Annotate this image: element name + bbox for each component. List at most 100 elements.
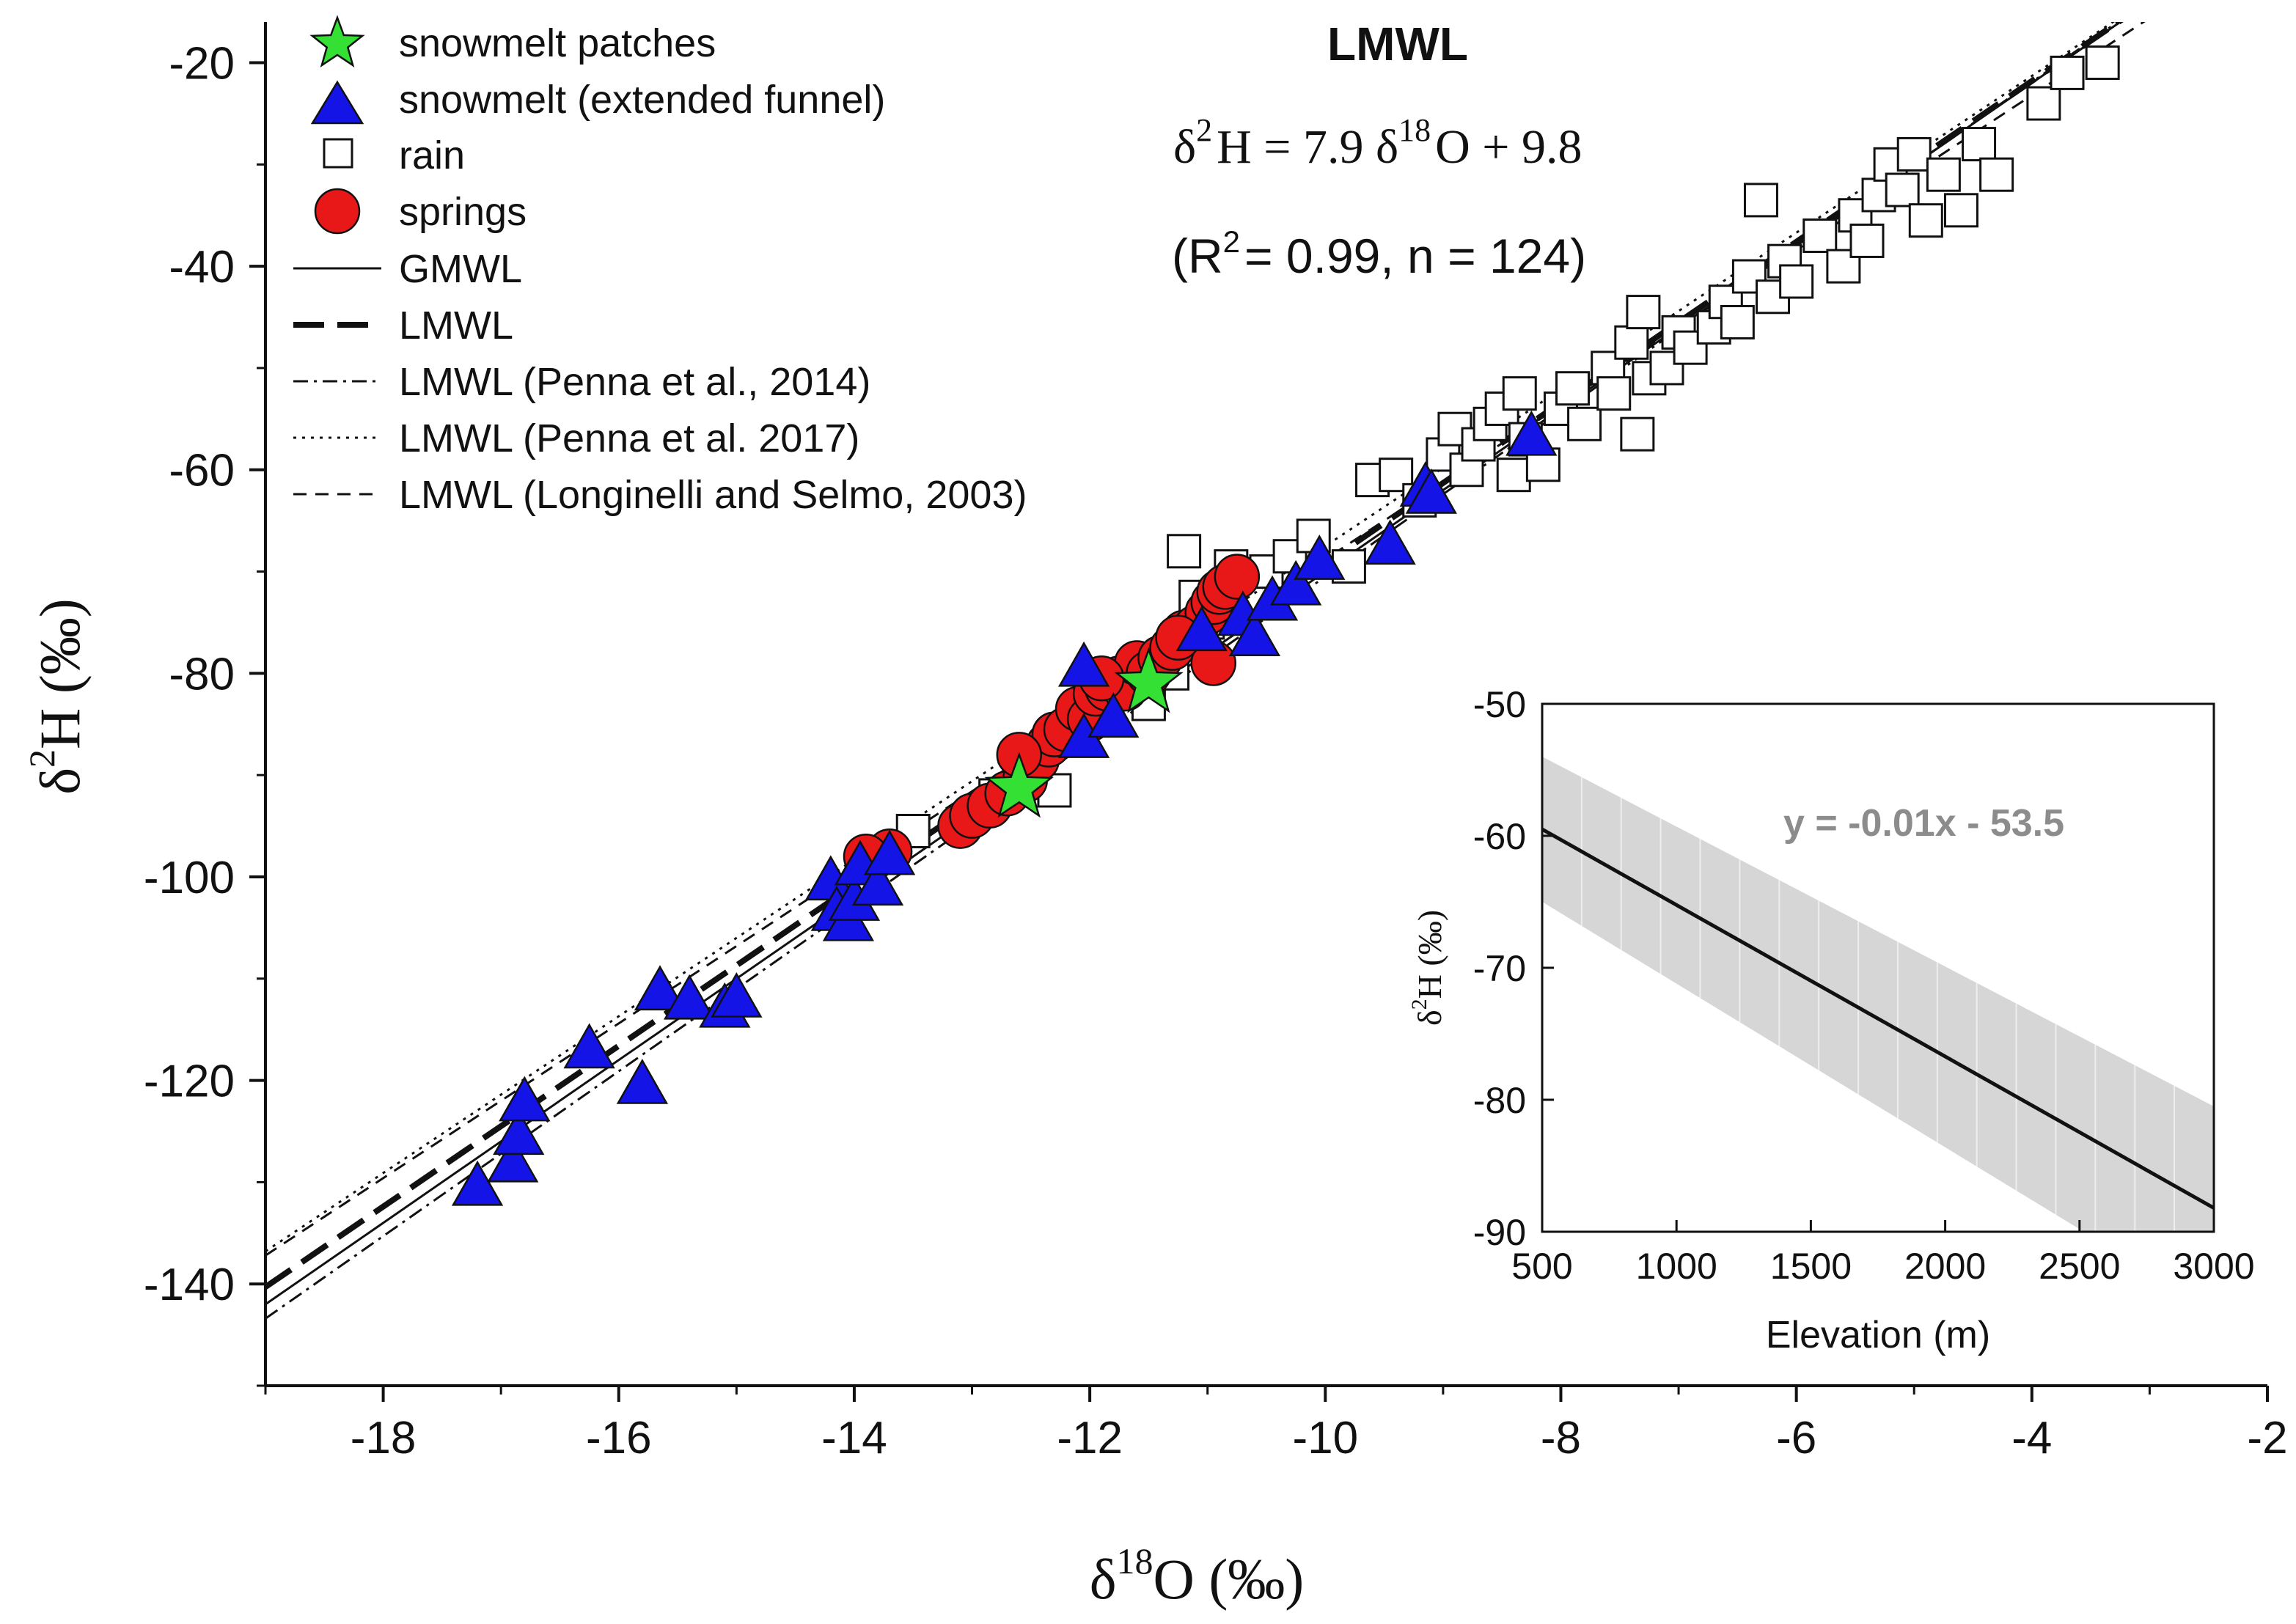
y-tick-label: -120	[144, 1057, 235, 1107]
stats-sup: 2	[1223, 224, 1240, 259]
snowmelt-funnel-point	[1269, 559, 1322, 606]
legend-square-marker	[323, 138, 353, 169]
x-tick-label: -10	[1292, 1413, 1358, 1463]
inset-x-tick-label: 500	[1511, 1246, 1572, 1287]
rain-point	[1567, 406, 1602, 441]
legend-label-longinelli: LMWL (Longinelli and Selmo, 2003)	[399, 473, 1027, 517]
x-tick-label: -2	[2247, 1413, 2287, 1463]
legend-entry-snowmelt-patches: snowmelt patches	[309, 15, 716, 68]
rain-point	[1943, 193, 1978, 228]
y-tick-label: -140	[144, 1260, 235, 1310]
y-axis-label: δ2H (‰)	[21, 598, 92, 795]
rain-point	[1896, 136, 1932, 172]
x-axis-label-sup: 18	[1116, 1540, 1153, 1581]
y-tick-label: -20	[169, 39, 235, 89]
rain-point	[1496, 458, 1531, 493]
y-axis-label-sup: 2	[21, 749, 62, 768]
rain-point	[1555, 371, 1591, 406]
legend-label-lmwl: LMWL	[399, 304, 513, 348]
snowmelt-funnel-point	[487, 1136, 539, 1183]
y-axis-label-delta: δ	[28, 768, 92, 795]
spring-point	[1214, 554, 1261, 600]
snowmelt-funnel-point	[851, 860, 904, 906]
snowmelt-funnel-point	[1175, 606, 1228, 652]
rain-point	[1596, 376, 1632, 411]
y-axis-label-rest: H (‰)	[28, 598, 92, 749]
rain-point	[1626, 295, 1661, 330]
inset-regression-line-group	[1542, 827, 2214, 1210]
y-tick-label: -80	[169, 649, 235, 699]
snowmelt-funnel-point	[1057, 641, 1110, 687]
legend-label-penna-2014: LMWL (Penna et al., 2014)	[399, 360, 870, 404]
legend-label-springs: springs	[399, 190, 527, 234]
x-tick-label: -16	[586, 1413, 652, 1463]
y-tick-label: -40	[169, 242, 235, 293]
x-tick-label: -6	[1776, 1413, 1816, 1463]
rain-point	[1614, 325, 1649, 360]
equation-sup-18: 18	[1398, 112, 1431, 148]
snowmelt-funnel-point	[634, 965, 686, 1011]
inset-y-axis-label-rest: H (‰)	[1411, 910, 1448, 999]
inset-y-tick-label: -50	[1473, 684, 1526, 725]
legend-label-penna-2017: LMWL (Penna et al. 2017)	[399, 416, 859, 460]
inset-annotation: y = -0.01x - 53.5	[1783, 802, 2064, 845]
rain-point	[1962, 127, 1997, 162]
x-tick-label: -12	[1057, 1413, 1123, 1463]
legend-entry-penna-2014: LMWL (Penna et al., 2014)	[293, 360, 870, 404]
x-tick-label: -8	[1541, 1413, 1581, 1463]
snowmelt-funnel-point	[1505, 410, 1558, 456]
inset-y-tick-label: -80	[1473, 1080, 1526, 1121]
legend-star-marker	[309, 15, 365, 68]
main-axes: -18 -16 -14 -12 -10 -8 -6 -4 -2 -140 -120 -100 -80 -6…	[144, 22, 2288, 1463]
legend-label-rain: rain	[399, 133, 465, 177]
legend: snowmelt patches snowmelt (extended funn…	[293, 15, 1027, 517]
x-axis-label-rest: O (‰)	[1153, 1547, 1304, 1611]
x-axis-label: δ18O (‰)	[1090, 1540, 1305, 1611]
snowmelt-funnel-point	[863, 829, 916, 875]
inset-x-tick-label: 3000	[2173, 1246, 2254, 1287]
y-tick-label: -100	[144, 853, 235, 903]
inset-x-tick-label: 1000	[1636, 1246, 1717, 1287]
snowmelt-funnel-point	[616, 1058, 669, 1104]
inset-y-tick-label: -60	[1473, 816, 1526, 857]
legend-label-gmwl: GMWL	[399, 247, 522, 291]
legend-entry-springs: springs	[314, 188, 527, 235]
legend-entry-longinelli: LMWL (Longinelli and Selmo, 2003)	[293, 473, 1027, 517]
legend-entry-gmwl: GMWL	[293, 247, 522, 291]
rain-point	[1908, 203, 1943, 238]
rain-point	[1849, 223, 1885, 258]
inset-x-tick-label: 2500	[2039, 1246, 2120, 1287]
inset-axes: 500 1000 1500 2000 2500 3000 -50 -60 -70 -80 -90	[1473, 684, 2255, 1287]
rain-point	[1502, 376, 1537, 411]
rain-point	[1926, 157, 1961, 192]
inset-x-axis-label: Elevation (m)	[1766, 1314, 1990, 1356]
inset-x-tick-label: 1500	[1770, 1246, 1852, 1287]
rain-point	[2050, 55, 2085, 90]
rain-point	[1743, 183, 1778, 218]
regression-stats: (R2= 0.99, n = 124)	[1172, 224, 1586, 283]
x-tick-label: -14	[821, 1413, 887, 1463]
legend-circle-marker	[314, 188, 361, 235]
inset-y-axis-label: δ2H (‰)	[1407, 910, 1448, 1026]
snowmelt-funnel-point	[451, 1160, 504, 1206]
snowmelt-funnel-point	[1405, 468, 1457, 514]
snowmelt-funnel-point	[499, 1076, 551, 1122]
equation-middle: H = 7.9 δ	[1217, 120, 1398, 174]
snowmelt-funnel-point	[1364, 519, 1416, 565]
inset-chart: 500 1000 1500 2000 2500 3000 -50 -60 -70 -80 -90 y…	[1407, 684, 2255, 1356]
snowmelt-funnel-point	[1228, 611, 1281, 657]
snowmelt-patch-point	[1114, 647, 1184, 713]
x-axis-label-delta: δ	[1090, 1547, 1117, 1611]
y-tick-label: -60	[169, 446, 235, 496]
snowmelt-funnel-point	[1088, 692, 1140, 738]
legend-entry-rain: rain	[323, 133, 465, 177]
snowmelt-funnel-point	[563, 1023, 615, 1069]
snowmelt-funnel-point	[1294, 534, 1346, 580]
stats-open: (R	[1172, 229, 1223, 283]
stats-rest: = 0.99, n = 124)	[1244, 229, 1586, 283]
inset-x-tick-label: 2000	[1904, 1246, 1986, 1287]
chart-title: LMWL	[1327, 18, 1468, 70]
inset-y-axis-label-sup: 2	[1407, 999, 1431, 1010]
equation-right: O + 9.8	[1435, 120, 1582, 174]
